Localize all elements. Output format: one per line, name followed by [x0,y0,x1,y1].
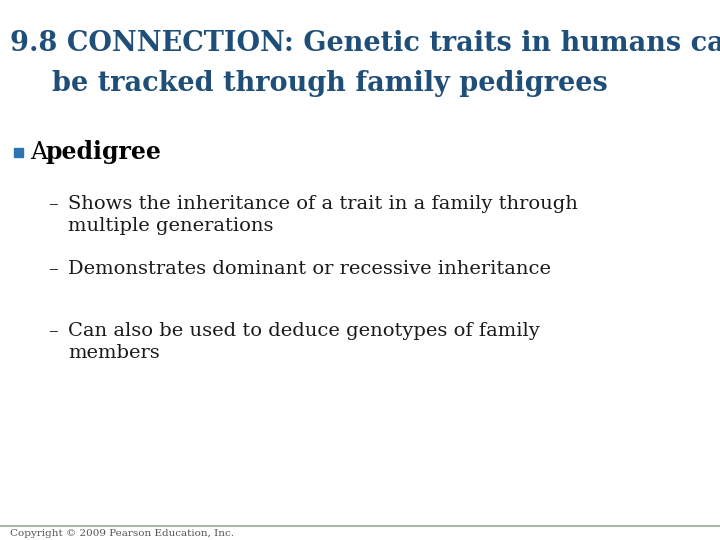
Text: Can also be used to deduce genotypes of family: Can also be used to deduce genotypes of … [68,322,540,340]
Text: –: – [48,322,58,340]
Text: pedigree: pedigree [46,140,162,164]
Text: multiple generations: multiple generations [68,217,274,235]
Text: members: members [68,344,160,362]
Text: 9.8 CONNECTION: Genetic traits in humans can: 9.8 CONNECTION: Genetic traits in humans… [10,30,720,57]
Bar [14,148,23,157]
Text: Shows the inheritance of a trait in a family through: Shows the inheritance of a trait in a fa… [68,195,578,213]
Text: –: – [48,195,58,213]
Text: A: A [30,141,55,164]
Text: Copyright © 2009 Pearson Education, Inc.: Copyright © 2009 Pearson Education, Inc. [10,529,234,537]
Text: –: – [48,260,58,278]
Text: be tracked through family pedigrees: be tracked through family pedigrees [52,70,608,97]
Text: Demonstrates dominant or recessive inheritance: Demonstrates dominant or recessive inher… [68,260,551,278]
